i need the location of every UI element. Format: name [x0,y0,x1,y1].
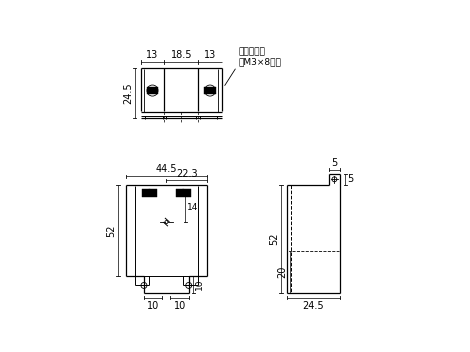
Text: 13: 13 [146,50,158,60]
Text: 44.5: 44.5 [156,164,177,174]
Bar [204,87,216,94]
Text: 52: 52 [269,232,279,245]
Text: 13: 13 [204,50,216,60]
Text: 10: 10 [195,279,204,290]
Text: 20: 20 [278,266,288,278]
Text: 22.3: 22.3 [176,169,197,178]
Text: 5: 5 [331,158,337,168]
Text: 14: 14 [187,203,198,212]
Text: 5: 5 [347,174,353,184]
Bar [147,87,158,94]
Text: 52: 52 [106,224,116,237]
Text: 18.5: 18.5 [171,50,192,60]
Bar [142,189,157,196]
Bar [176,189,190,196]
Text: 24.5: 24.5 [123,82,133,104]
Text: 10: 10 [173,301,186,310]
Text: 10: 10 [147,301,159,310]
Text: 24.5: 24.5 [303,301,324,310]
Text: ナベ小ネジ
（M3×8）付: ナベ小ネジ （M3×8）付 [238,47,281,67]
